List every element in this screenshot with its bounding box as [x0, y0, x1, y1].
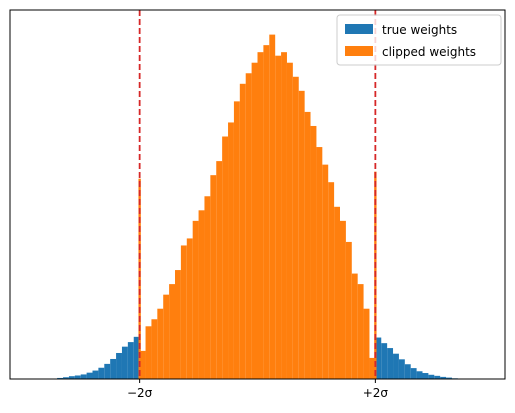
legend-swatch-true-weights: [345, 24, 373, 34]
true-weights-bar: [116, 352, 122, 379]
clipped-weights-bar: [257, 52, 264, 380]
clipped-weights-bar: [233, 101, 240, 380]
clipped-weights-bar: [281, 52, 287, 380]
true-weights-bar: [440, 376, 447, 379]
true-weights-bar: [92, 370, 99, 379]
clipped-weights-bar: [175, 270, 181, 379]
clipped-weights-bar: [180, 245, 187, 379]
true-weights-bar: [404, 364, 411, 379]
legend-label-true-weights: true weights: [382, 23, 457, 37]
clipped-weights-bar: [228, 122, 234, 380]
legend-label-clipped-weights: clipped weights: [382, 45, 476, 59]
true-weights-bar: [104, 363, 111, 379]
clipped-weights-bar: [204, 196, 211, 379]
true-weights-bar: [68, 376, 75, 379]
plot-frame: [9, 9, 506, 380]
true-weights-bar: [57, 377, 64, 379]
true-weights-bars: [57, 336, 458, 379]
true-weights-bar: [98, 367, 105, 379]
clipped-weights-bar: [334, 206, 340, 379]
clipped-weights-bar: [210, 175, 217, 379]
clipped-weights-bar: [139, 350, 146, 379]
true-weights-bar: [387, 348, 394, 379]
clipped-weights-bar: [251, 62, 258, 380]
true-weights-bar: [422, 373, 429, 379]
clipped-weights-bar: [169, 284, 175, 379]
clipped-weights-bar: [145, 326, 152, 379]
clipped-weights-bar: [298, 90, 305, 379]
legend-swatch-clipped-weights: [345, 46, 373, 56]
true-weights-bar: [121, 346, 128, 379]
clipped-weights-bar: [186, 238, 193, 379]
reference-lines: [138, 10, 377, 379]
x-axis-ticks: −2σ +2σ: [127, 379, 388, 400]
clipped-weights-bar: [245, 73, 252, 379]
true-weights-bar: [416, 371, 423, 379]
true-weights-bar: [80, 374, 87, 379]
clipped-weights-bar: [351, 273, 358, 379]
true-weights-bar: [434, 375, 441, 379]
clipped-weights-bar: [269, 34, 276, 379]
true-weights-bar: [127, 342, 134, 379]
x-tick-label: +2σ: [363, 386, 389, 400]
clipped-weights-bar: [328, 182, 335, 379]
legend-box: [336, 14, 502, 66]
true-weights-bar: [428, 374, 435, 379]
clipped-weights-bar: [163, 294, 170, 379]
clipped-weights-bar: [275, 55, 282, 379]
legend: true weights clipped weights: [336, 14, 502, 66]
clipped-weights-bar: [345, 241, 352, 379]
clipped-weights-bar: [216, 161, 223, 379]
clipped-weights-bar: [292, 76, 299, 380]
clipped-weights-bar: [157, 308, 164, 379]
true-weights-bar: [446, 377, 452, 379]
clipped-weights-bar: [304, 111, 311, 379]
true-weights-bar: [375, 337, 382, 379]
clipped-weights-bars: [138, 34, 377, 380]
true-weights-bar: [398, 359, 405, 379]
true-weights-bar: [381, 343, 388, 379]
clipped-weights-bar: [369, 357, 376, 379]
true-weights-bar: [410, 368, 417, 379]
clipped-weights-bar: [286, 62, 293, 380]
true-weights-bar: [63, 377, 69, 379]
clipped-weights-bar: [322, 164, 329, 379]
clipped-weights-bar: [263, 45, 270, 379]
clipped-weights-bar: [138, 178, 141, 379]
clipped-weights-bar: [198, 210, 205, 379]
clipped-weights-bar: [340, 220, 346, 379]
clipped-weights-bar: [316, 147, 323, 379]
clipped-weights-bar: [222, 136, 229, 379]
x-tick-label: −2σ: [127, 386, 153, 400]
true-weights-bar: [86, 372, 93, 379]
true-weights-bar: [110, 358, 117, 379]
true-weights-bar: [393, 353, 399, 379]
clipped-weights-bar: [357, 284, 364, 379]
clipped-weights-bar: [151, 319, 158, 379]
clipped-weights-bar: [192, 220, 199, 379]
clipped-weights-bar: [310, 125, 317, 379]
true-weights-bar: [133, 336, 140, 379]
clipped-weights-bar: [363, 308, 370, 379]
clipped-weights-bar: [239, 83, 246, 380]
true-weights-bar: [74, 375, 81, 379]
